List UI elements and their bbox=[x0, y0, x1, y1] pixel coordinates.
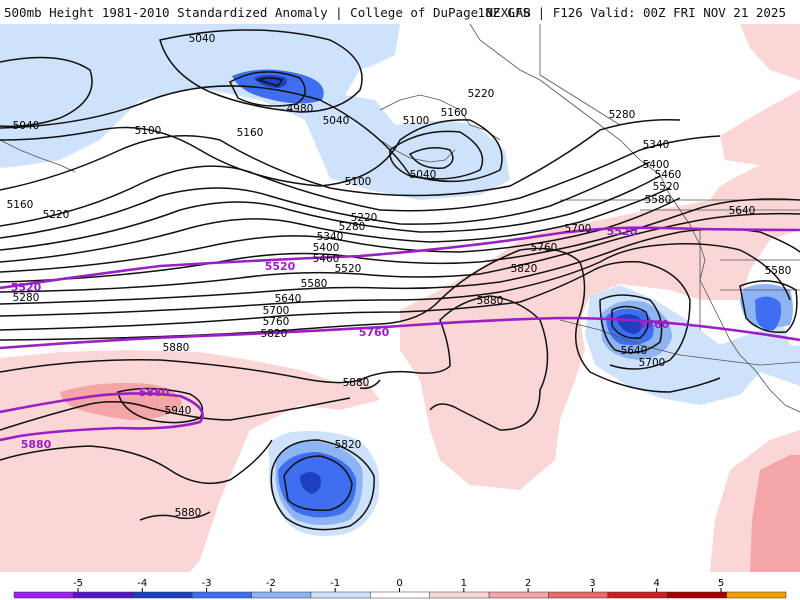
colorbar-segment bbox=[310, 591, 371, 599]
label-5640: 5640 bbox=[275, 293, 302, 305]
colorbar-segment bbox=[429, 591, 490, 599]
label-5700: 5700 bbox=[263, 305, 290, 317]
label-5340: 5340 bbox=[643, 139, 670, 151]
colorbar-segment bbox=[488, 591, 549, 599]
label-5040: 5040 bbox=[189, 33, 216, 45]
label-4980: 4980 bbox=[287, 103, 314, 115]
label-5100: 5100 bbox=[135, 125, 162, 137]
colorbar-segment bbox=[370, 591, 430, 599]
label-5760: 5760 bbox=[263, 316, 290, 328]
label-5100: 5100 bbox=[403, 115, 430, 127]
label-5280: 5280 bbox=[13, 292, 40, 304]
header-bar: 500mb Height 1981-2010 Standardized Anom… bbox=[0, 0, 800, 24]
label-5220: 5220 bbox=[468, 88, 495, 100]
reference-label-5880: 5880 bbox=[21, 438, 52, 451]
label-5580: 5580 bbox=[645, 194, 672, 206]
reference-label-5520: 5520 bbox=[607, 225, 638, 238]
reference-label-5760: 5760 bbox=[639, 318, 670, 331]
colorbar-tick-label: 5 bbox=[718, 578, 724, 589]
colorbar-tick-label: -5 bbox=[73, 578, 83, 589]
height-contour-labels: 5040 5040 5040 5040 4980 5100 5100 5100 … bbox=[7, 33, 792, 519]
colorbar-segment bbox=[726, 591, 787, 599]
colorbar-segment bbox=[13, 591, 74, 599]
label-5220: 5220 bbox=[43, 209, 70, 221]
label-5460: 5460 bbox=[655, 169, 682, 181]
label-5580: 5580 bbox=[765, 265, 792, 277]
colorbar-tick-label: 0 bbox=[396, 578, 402, 589]
map-title: 500mb Height 1981-2010 Standardized Anom… bbox=[4, 5, 531, 20]
label-5760: 5760 bbox=[531, 242, 558, 254]
label-5640: 5640 bbox=[621, 345, 648, 357]
label-5160: 5160 bbox=[441, 107, 468, 119]
colorbar-tick-label: 4 bbox=[654, 578, 660, 589]
label-5400: 5400 bbox=[313, 242, 340, 254]
label-5820: 5820 bbox=[261, 328, 288, 340]
colorbar-tick-label: -1 bbox=[330, 578, 340, 589]
label-5880: 5880 bbox=[343, 377, 370, 389]
label-5700: 5700 bbox=[639, 357, 666, 369]
label-5580: 5580 bbox=[301, 278, 328, 290]
label-5160: 5160 bbox=[237, 127, 264, 139]
label-5160: 5160 bbox=[7, 199, 34, 211]
label-5100: 5100 bbox=[345, 176, 372, 188]
label-5280: 5280 bbox=[609, 109, 636, 121]
label-5040: 5040 bbox=[323, 115, 350, 127]
colorbar-ticks: -5 -4 -3 -2 -1 0 1 2 3 4 5 bbox=[73, 578, 724, 592]
colorbar-tick-label: 3 bbox=[589, 578, 595, 589]
reference-label-5520: 5520 bbox=[11, 281, 42, 294]
colorbar-segment bbox=[251, 591, 312, 599]
colorbar-tick-label: 2 bbox=[525, 578, 531, 589]
colorbar-tick-label: -3 bbox=[202, 578, 212, 589]
label-5400: 5400 bbox=[643, 159, 670, 171]
anomaly-colorbar: -5 -4 -3 -2 -1 0 1 2 3 4 5 bbox=[0, 572, 800, 600]
label-5520: 5520 bbox=[335, 263, 362, 275]
colorbar-tick-label: -4 bbox=[137, 578, 147, 589]
colorbar-segment bbox=[191, 591, 252, 599]
label-5820: 5820 bbox=[335, 439, 362, 451]
reference-label-5520: 5520 bbox=[265, 260, 296, 273]
colorbar-segment bbox=[607, 591, 668, 599]
reference-contour-labels: 5520 5520 5520 5760 5760 5880 5880 bbox=[11, 225, 670, 451]
label-5340: 5340 bbox=[317, 231, 344, 243]
label-5940: 5940 bbox=[165, 405, 192, 417]
label-5040: 5040 bbox=[13, 120, 40, 132]
label-5040: 5040 bbox=[410, 169, 437, 181]
colorbar-segments bbox=[13, 591, 787, 599]
colorbar-segment bbox=[73, 591, 134, 599]
height-anomaly-map: 5040 5040 5040 5040 4980 5100 5100 5100 … bbox=[0, 24, 800, 572]
label-5700: 5700 bbox=[565, 223, 592, 235]
colorbar-segment bbox=[132, 591, 193, 599]
colorbar-tick-label: 1 bbox=[461, 578, 467, 589]
label-5880: 5880 bbox=[477, 295, 504, 307]
reference-label-5760: 5760 bbox=[359, 326, 390, 339]
label-5280: 5280 bbox=[339, 221, 366, 233]
label-5520: 5520 bbox=[653, 181, 680, 193]
label-5220: 5220 bbox=[351, 212, 378, 224]
reference-contours bbox=[0, 226, 800, 442]
label-5880: 5880 bbox=[175, 507, 202, 519]
label-5460: 5460 bbox=[313, 253, 340, 265]
label-5640: 5640 bbox=[729, 205, 756, 217]
colorbar-segment bbox=[666, 591, 727, 599]
label-5880: 5880 bbox=[163, 342, 190, 354]
reference-label-5880: 5880 bbox=[139, 386, 170, 399]
label-5820: 5820 bbox=[511, 263, 538, 275]
colorbar-tick-label: -2 bbox=[266, 578, 276, 589]
colorbar-segment bbox=[548, 591, 609, 599]
model-run-info: 18Z GFS | F126 Valid: 00Z FRI NOV 21 202… bbox=[477, 5, 786, 20]
coastlines bbox=[0, 24, 800, 413]
